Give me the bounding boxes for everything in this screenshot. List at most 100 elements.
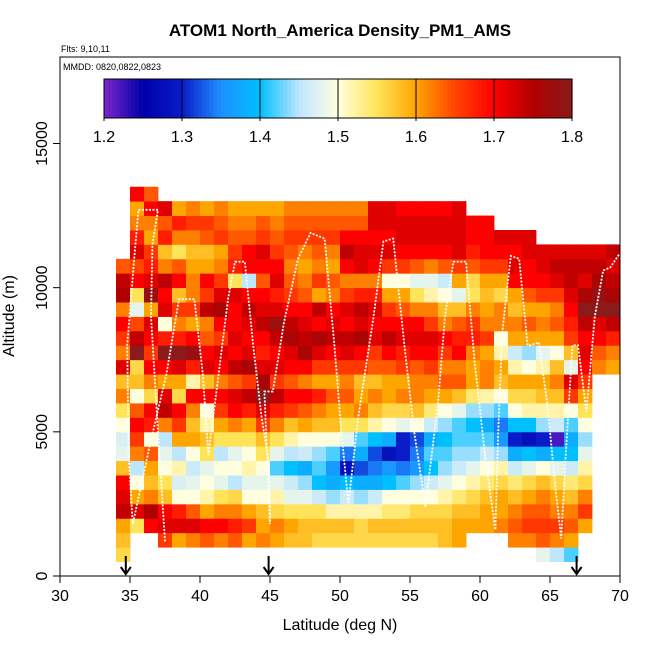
heatmap-cell	[298, 244, 313, 260]
heatmap-cell	[172, 230, 187, 245]
colorbar-swatch	[314, 79, 320, 118]
heatmap-cell	[550, 330, 565, 346]
heatmap-cell	[452, 388, 467, 404]
colorbar-swatch	[174, 79, 179, 118]
heatmap-cell	[578, 403, 593, 418]
heatmap-cell	[564, 388, 579, 404]
heatmap-cell	[228, 302, 243, 317]
heatmap-cell	[396, 431, 411, 447]
heatmap-cell	[592, 330, 607, 346]
colorbar-swatch	[497, 79, 503, 118]
heatmap-cell	[130, 460, 145, 476]
x-tick-label: 45	[261, 588, 279, 605]
heatmap-cell	[214, 518, 229, 534]
heatmap-cell	[326, 446, 341, 462]
heatmap-cell	[508, 431, 523, 447]
heatmap-cell	[494, 287, 509, 303]
heatmap-cell	[130, 302, 145, 317]
colorbar-swatch	[501, 79, 507, 118]
heatmap-cell	[242, 230, 257, 245]
heatmap-cell	[340, 431, 355, 447]
heatmap-cell	[256, 489, 271, 505]
heatmap-cell	[158, 518, 173, 534]
heatmap-cell	[424, 330, 439, 346]
heatmap-cell	[578, 287, 593, 303]
heatmap-cell	[494, 460, 509, 476]
heatmap-cell	[466, 215, 481, 231]
heatmap-cell	[326, 287, 341, 303]
colorbar-swatch	[392, 79, 398, 118]
heatmap-cell	[270, 446, 285, 462]
heatmap-cell	[382, 374, 397, 389]
heatmap-cell	[116, 446, 131, 462]
heatmap-cell	[480, 503, 495, 519]
heatmap-cell	[494, 518, 509, 534]
heatmap-cell	[508, 503, 523, 519]
colorbar-swatch	[482, 79, 487, 118]
colorbar-swatch	[396, 79, 401, 118]
heatmap-cell	[424, 230, 439, 245]
heatmap-cell	[480, 287, 495, 303]
heatmap-cell	[242, 258, 257, 274]
heatmap-cell	[214, 273, 229, 289]
heatmap-cell	[270, 273, 285, 289]
y-axis-label: Altitude (m)	[1, 275, 18, 357]
heatmap-cell	[186, 518, 201, 534]
heatmap-cell	[242, 316, 257, 332]
heatmap-cell	[228, 273, 243, 289]
heatmap-cell	[186, 403, 201, 418]
heatmap-cell	[578, 330, 593, 346]
heatmap-cell	[396, 273, 411, 289]
heatmap-cell	[116, 388, 131, 404]
heatmap-cell	[340, 518, 355, 534]
heatmap-cell	[270, 287, 285, 303]
heatmap-cell	[200, 417, 215, 433]
heatmap-cell	[256, 273, 271, 289]
heatmap-cell	[480, 258, 495, 274]
heatmap-cell	[298, 489, 313, 505]
heatmap-cell	[578, 388, 593, 404]
heatmap-cell	[284, 258, 299, 274]
heatmap-cell	[200, 403, 215, 418]
colorbar-swatch	[326, 79, 331, 118]
heatmap-cell	[270, 359, 285, 375]
heatmap-cell	[452, 258, 467, 274]
heatmap-cell	[186, 359, 201, 375]
heatmap-cell	[480, 215, 495, 231]
colorbar-swatch	[439, 79, 444, 118]
heatmap-cell	[312, 287, 327, 303]
heatmap-cell	[522, 388, 537, 404]
heatmap-cell	[354, 446, 369, 462]
heatmap-cell	[424, 374, 439, 389]
heatmap-cell	[508, 258, 523, 274]
heatmap-cell	[326, 475, 341, 490]
heatmap-cell	[480, 244, 495, 260]
heatmap-cell	[158, 316, 173, 332]
heatmap-cell	[256, 302, 271, 317]
heatmap-cell	[438, 244, 453, 260]
heatmap-cell	[410, 287, 425, 303]
colorbar-swatch	[279, 79, 284, 118]
heatmap-cell	[564, 302, 579, 317]
heatmap-cell	[550, 359, 565, 375]
heatmap-cell	[410, 489, 425, 505]
heatmap-cell	[340, 316, 355, 332]
colorbar-swatch	[275, 79, 281, 118]
heatmap-cell	[340, 359, 355, 375]
x-tick-label: 30	[51, 588, 69, 605]
colorbar-swatch	[158, 79, 164, 118]
colorbar-swatch	[533, 79, 538, 118]
x-tick-label: 65	[541, 588, 559, 605]
heatmap-cell	[382, 518, 397, 534]
heatmap-cell	[186, 460, 201, 476]
heatmap-cell	[592, 287, 607, 303]
colorbar-swatch	[111, 79, 117, 118]
heatmap-cell	[466, 345, 481, 361]
heatmap-cell	[564, 316, 579, 332]
colorbar-swatch	[560, 79, 565, 118]
heatmap-cell	[158, 431, 173, 447]
heatmap-cell	[326, 417, 341, 433]
colorbar-swatch	[505, 79, 511, 118]
y-axis: 0 5000 10000 15000	[34, 121, 60, 580]
heatmap-cell	[158, 503, 173, 519]
